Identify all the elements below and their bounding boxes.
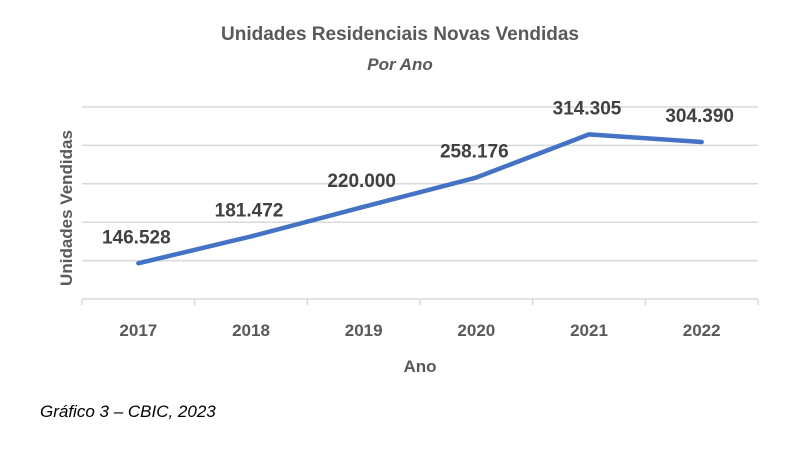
data-label: 220.000 (327, 171, 396, 192)
x-tick-label: 2021 (570, 321, 608, 340)
y-axis-label: Unidades Vendidas (57, 130, 76, 286)
chart-subtitle: Por Ano (367, 55, 432, 74)
x-tick-label: 2020 (457, 321, 495, 340)
x-tick-label: 2022 (683, 321, 721, 340)
series-line (136, 132, 704, 266)
chart-title: Unidades Residenciais Novas Vendidas (221, 24, 579, 45)
data-label: 314.305 (553, 98, 622, 119)
data-label: 258.176 (440, 142, 509, 163)
x-tick-label: 2019 (345, 321, 383, 340)
gridlines (82, 106, 758, 262)
data-label: 181.472 (215, 200, 284, 221)
data-label: 304.390 (665, 106, 734, 127)
x-tick-label: 2018 (232, 321, 270, 340)
data-label: 146.528 (102, 227, 171, 248)
data-labels: 146.528 181.472 220.000 258.176 314.305 304.3… (102, 98, 734, 248)
x-axis: 2017 2018 2019 2020 2021 2022 (81, 298, 759, 340)
x-axis-label: Ano (403, 357, 436, 376)
caption: Gráfico 3 – CBIC, 2023 (40, 402, 216, 421)
x-tick-label: 2017 (119, 321, 157, 340)
